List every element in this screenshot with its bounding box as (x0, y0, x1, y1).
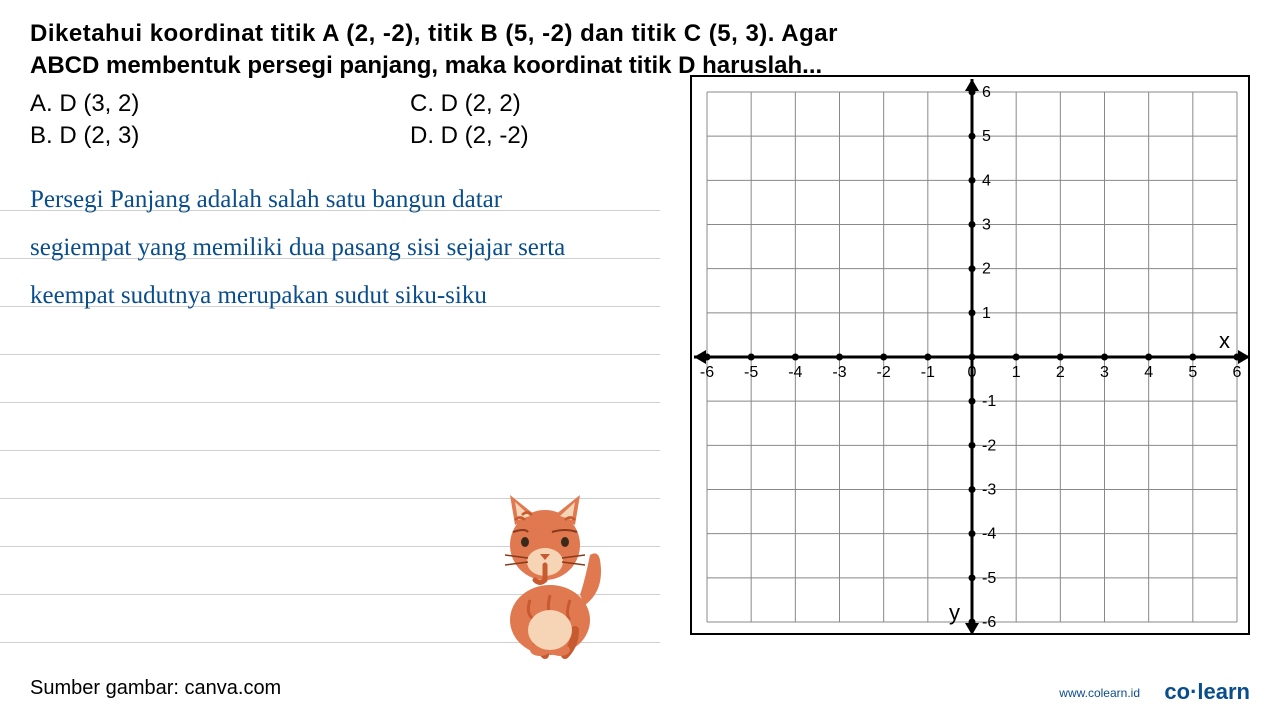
explanation-area: Persegi Panjang adalah salah satu bangun… (30, 174, 600, 320)
svg-text:-2: -2 (982, 437, 996, 454)
svg-text:5: 5 (1188, 364, 1197, 381)
svg-text:-3: -3 (982, 482, 996, 499)
svg-text:4: 4 (1144, 364, 1153, 381)
svg-text:1: 1 (982, 305, 991, 322)
svg-text:-6: -6 (700, 364, 714, 381)
graph-svg: -6 -5 -4 -3 -2 -1 0 1 2 3 4 5 6 -6 -5 -4 -3 -2 -1 1 2 3 4 5 6 (692, 77, 1252, 637)
svg-text:6: 6 (1233, 364, 1242, 381)
svg-text:-5: -5 (982, 570, 996, 587)
svg-text:3: 3 (1100, 364, 1109, 381)
axis-x-label: x (1219, 328, 1230, 354)
q2-part1: ABCD membentuk (30, 52, 247, 79)
logo-url: www.colearn.id (1059, 686, 1140, 700)
svg-text:-2: -2 (877, 364, 891, 381)
svg-text:-3: -3 (832, 364, 846, 381)
svg-text:-4: -4 (982, 526, 996, 543)
option-a: A. D (3, 2) (30, 90, 410, 118)
svg-text:2: 2 (982, 261, 991, 278)
image-source: Sumber gambar: canva.com (30, 677, 281, 700)
svg-text:-1: -1 (982, 393, 996, 410)
svg-text:2: 2 (1056, 364, 1065, 381)
svg-text:1: 1 (1012, 364, 1021, 381)
svg-text:-1: -1 (921, 364, 935, 381)
explanation-text: Persegi Panjang adalah salah satu bangun… (30, 174, 600, 320)
svg-text:-4: -4 (788, 364, 802, 381)
svg-text:3: 3 (982, 217, 991, 234)
question-line1: Diketahui koordinat titik A (2, -2), tit… (30, 20, 1250, 48)
option-b: B. D (2, 3) (30, 122, 410, 150)
logo-text: co·learn (1164, 679, 1250, 705)
cat-illustration (480, 490, 620, 660)
svg-text:4: 4 (982, 172, 991, 189)
svg-text:6: 6 (982, 84, 991, 101)
svg-text:0: 0 (968, 364, 977, 381)
svg-text:-6: -6 (982, 614, 996, 631)
axis-y-label: y (949, 600, 960, 626)
svg-text:5: 5 (982, 128, 991, 145)
svg-text:-5: -5 (744, 364, 758, 381)
coordinate-graph: -6 -5 -4 -3 -2 -1 0 1 2 3 4 5 6 -6 -5 -4 -3 -2 -1 1 2 3 4 5 6 (690, 75, 1250, 635)
